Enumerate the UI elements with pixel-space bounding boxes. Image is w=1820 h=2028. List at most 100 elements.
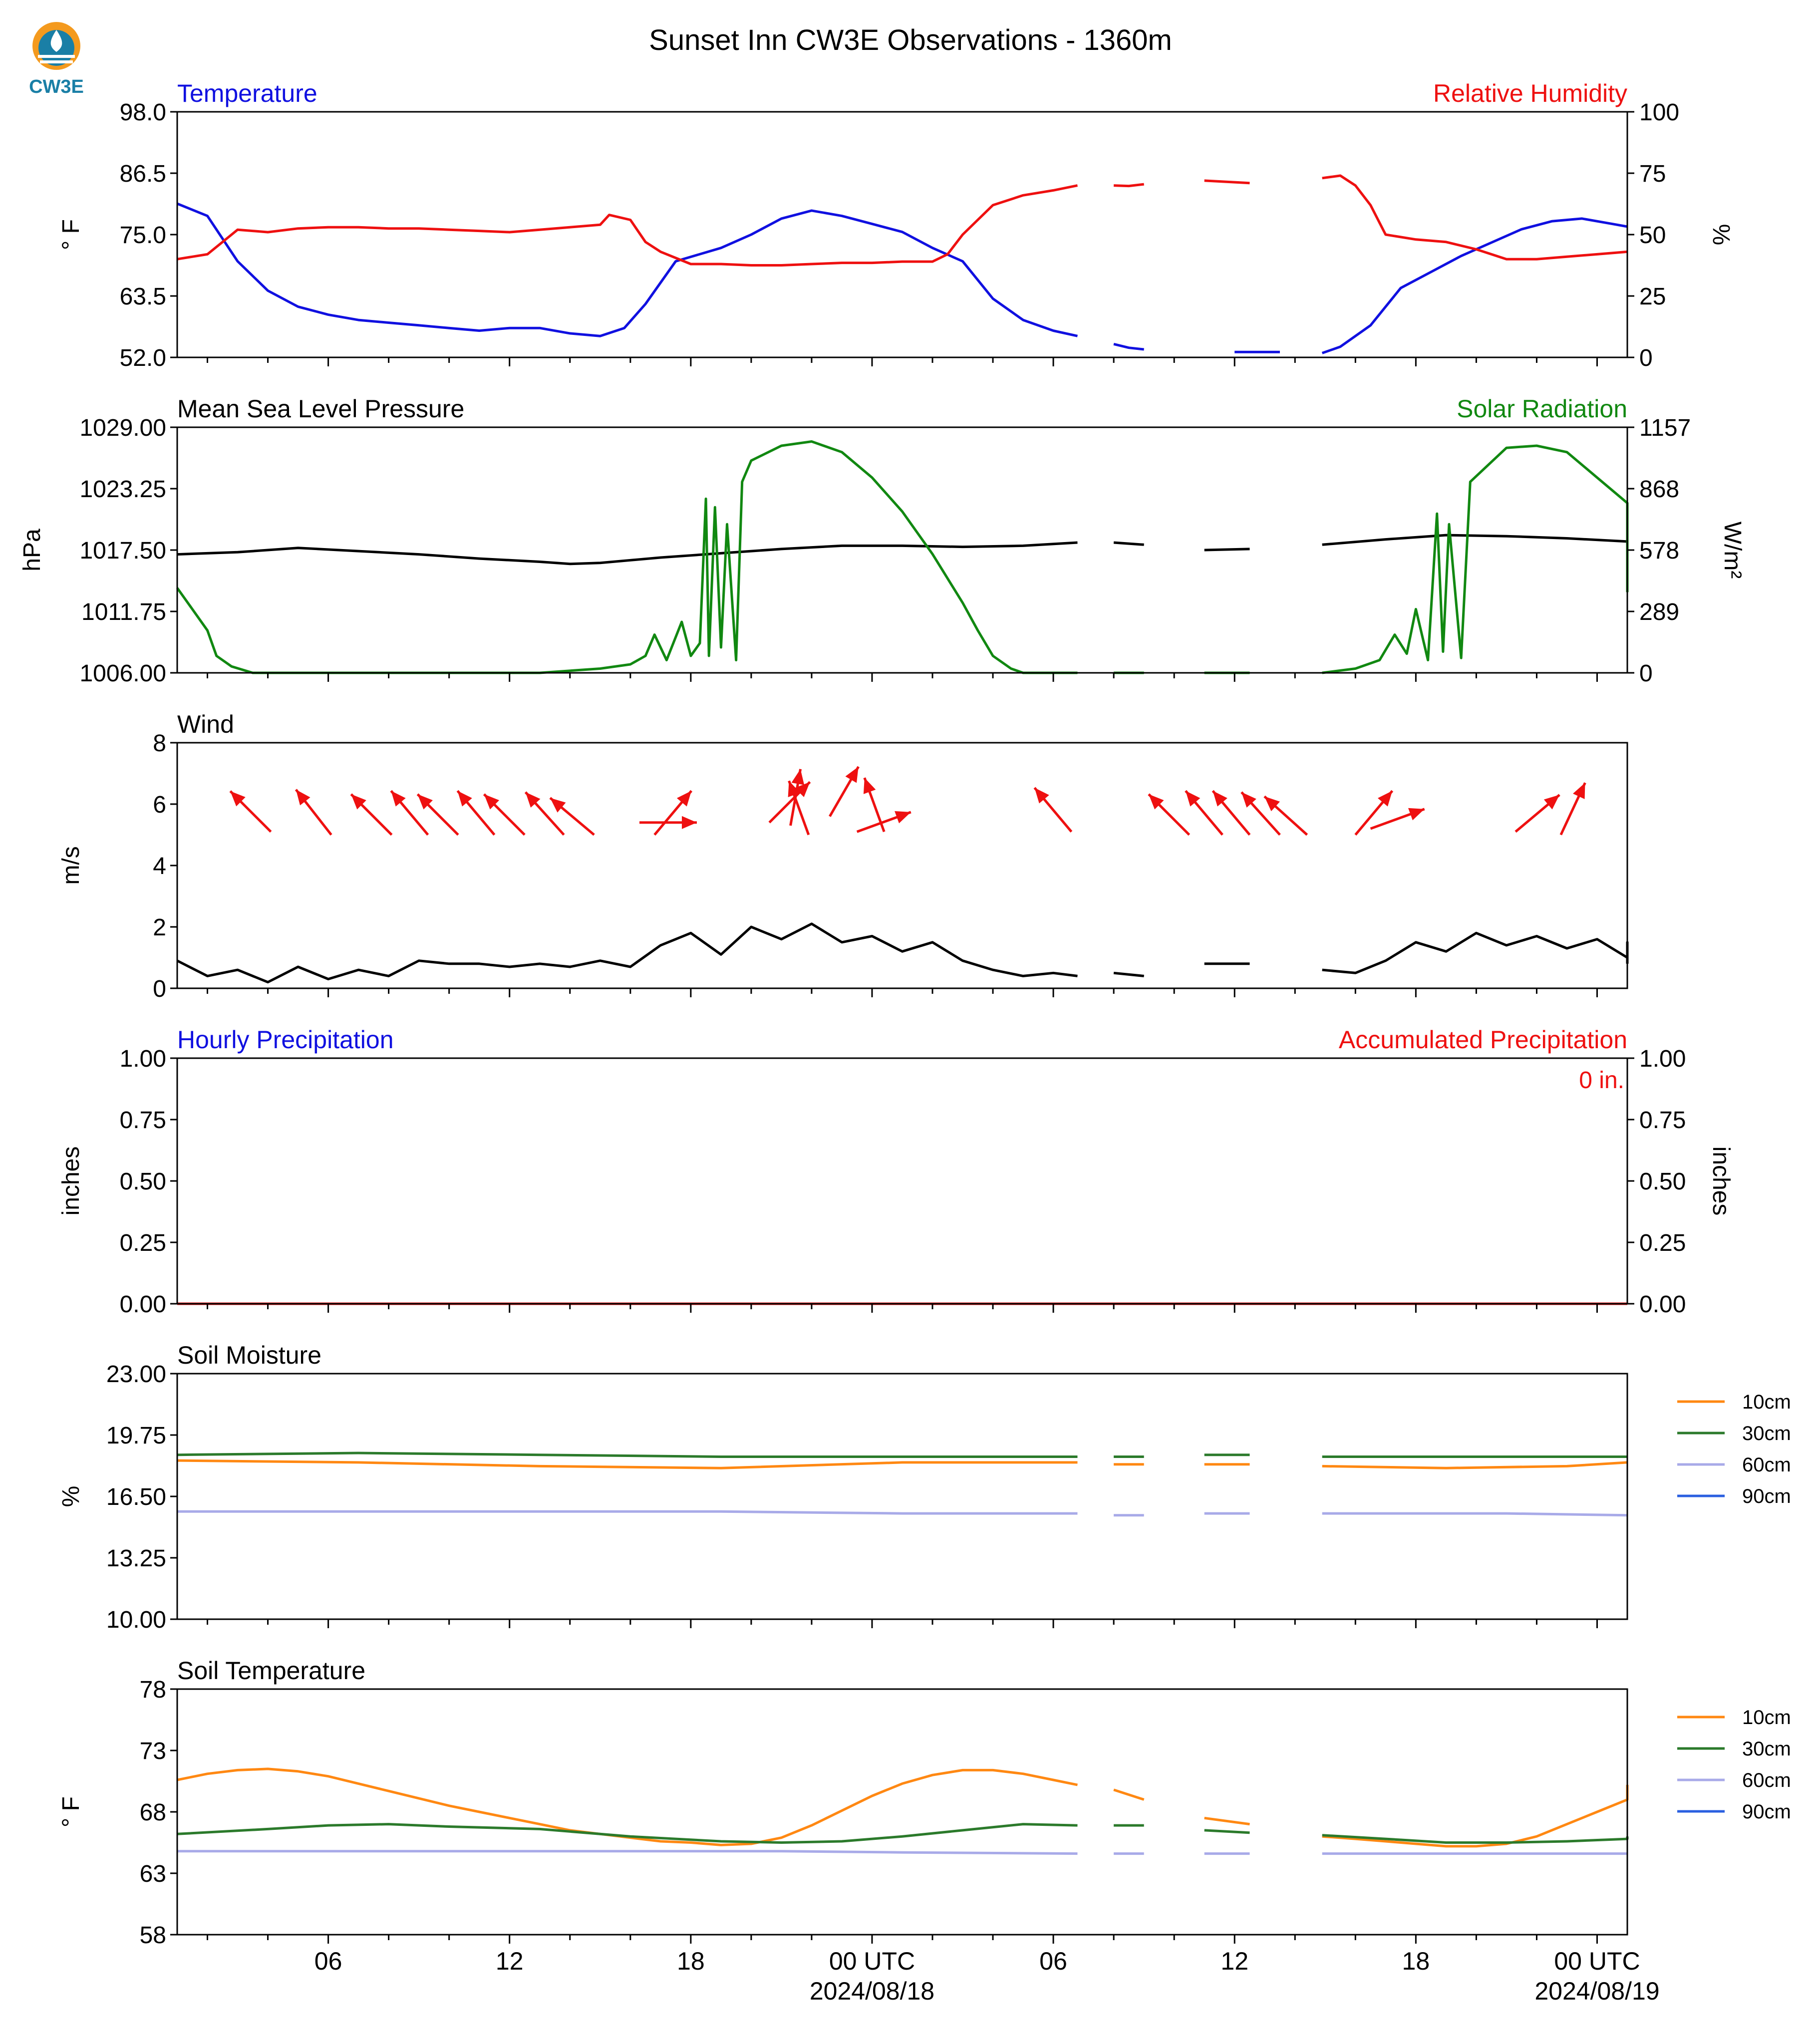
- series-wind-0-seg3: [1322, 931, 1629, 974]
- wind-arrow: [863, 777, 886, 833]
- series-temp_rh-1-seg1: [1114, 183, 1144, 188]
- y-tick-label: 0: [153, 976, 166, 1002]
- x-tick-label: 12: [1220, 1947, 1248, 1975]
- y-tick-label-right: 289: [1639, 599, 1679, 625]
- series-temp_rh-0: [177, 202, 1078, 337]
- wind-arrow: [1185, 790, 1223, 836]
- legend-entry: 10cm: [1742, 1707, 1791, 1729]
- panel-title-right: Relative Humidity: [1433, 79, 1627, 107]
- y-tick-label: 13.25: [106, 1545, 166, 1572]
- panel-title-left: Hourly Precipitation: [177, 1026, 394, 1054]
- y-tick-label-right: 0: [1639, 660, 1653, 687]
- panel-title-right: Solar Radiation: [1457, 395, 1627, 423]
- cw3e-logo-text: CW3E: [29, 76, 84, 97]
- y-tick-label: 1006.00: [79, 660, 166, 687]
- y-tick-label: 0.50: [120, 1168, 166, 1195]
- wind-arrow: [1515, 794, 1560, 833]
- series-temp_rh-0-seg3: [1321, 217, 1628, 354]
- legend-entry: 90cm: [1742, 1801, 1791, 1823]
- y-axis-label: %: [58, 1486, 84, 1507]
- series-soil_temp-0-seg2: [1204, 1816, 1250, 1826]
- x-tick-label: 06: [1039, 1947, 1067, 1975]
- wind-arrow: [1559, 782, 1586, 836]
- series-pressure_solar-1: [176, 440, 1078, 674]
- wind-arrow: [788, 780, 810, 836]
- x-tick-date-label: 2024/08/18: [810, 1977, 934, 2005]
- wind-arrow: [1240, 791, 1281, 836]
- panel-frame: [176, 1057, 1628, 1305]
- wind-arrow: [1263, 795, 1308, 836]
- cw3e-logo: CW3E: [29, 22, 84, 97]
- y-tick-label: 68: [140, 1799, 166, 1826]
- series-soil_temp-0-seg1: [1113, 1788, 1145, 1801]
- y-tick-label: 16.50: [106, 1484, 166, 1510]
- legend-entry: 30cm: [1742, 1738, 1791, 1760]
- series-pressure_solar-0-seg2: [1204, 548, 1250, 552]
- panels: Temperature Relative Humidity 52.0 63.5 75.0…: [19, 79, 1791, 2005]
- series-temp_rh-1: [177, 184, 1078, 267]
- series-temp_rh-0-seg1: [1113, 342, 1144, 351]
- wind-arrow: [1033, 787, 1073, 833]
- wind-arrow: [456, 790, 496, 836]
- panel-wind: Wind 0 2 4 6 8 m/s: [58, 710, 1629, 1002]
- x-tick-label: 18: [1402, 1947, 1430, 1975]
- wind-arrow: [856, 811, 911, 833]
- y-axis-label: m/s: [58, 846, 84, 884]
- y-tick-label-right: 1157: [1639, 415, 1691, 441]
- y-tick-label-right: 50: [1639, 222, 1666, 249]
- series-soil_temp-1-seg3: [1322, 1834, 1629, 1844]
- legend-entry: 60cm: [1742, 1454, 1791, 1476]
- y-tick-label-right: 578: [1639, 538, 1679, 564]
- y-tick-label: 0.00: [120, 1291, 166, 1318]
- wind-arrow: [549, 797, 595, 836]
- panel-title-left: Soil Moisture: [177, 1341, 321, 1369]
- panel-title-left: Temperature: [177, 79, 317, 107]
- wind-arrow: [768, 781, 811, 824]
- y-tick-label-right: 0.25: [1639, 1230, 1686, 1256]
- series-soil_temp-1: [177, 1823, 1078, 1844]
- wind-arrow: [524, 791, 565, 836]
- series-temp_rh-1-seg2: [1204, 179, 1250, 185]
- y-tick-label-right: 0.50: [1639, 1168, 1686, 1195]
- y-tick-label-right: 25: [1639, 284, 1666, 310]
- series-temp_rh-1-seg3: [1322, 174, 1628, 261]
- panel-temp_rh: Temperature Relative Humidity 52.0 63.5 75.0…: [58, 79, 1734, 371]
- y-axis-label: ° F: [58, 1796, 84, 1827]
- y-tick-label: 63: [140, 1861, 166, 1887]
- y-tick-label: 1011.75: [81, 599, 166, 625]
- y-axis-label-right: inches: [1708, 1147, 1734, 1216]
- series-pressure_solar-0-seg3: [1322, 534, 1628, 546]
- wind-arrow: [1354, 790, 1394, 836]
- panel-soil_moisture: Soil Moisture 10.00 13.25 16.50 19.75 23.00% 1…: [58, 1341, 1791, 1633]
- legend-entry: 60cm: [1742, 1769, 1791, 1791]
- panel-frame: [176, 1688, 1628, 1936]
- wind-arrow: [639, 816, 697, 829]
- y-tick-label: 0.25: [120, 1230, 166, 1256]
- legend: 10cm 30cm 60cm 90cm: [1677, 1391, 1791, 1507]
- y-tick-label: 19.75: [106, 1423, 166, 1449]
- legend-entry: 10cm: [1742, 1391, 1791, 1413]
- x-tick-label: 12: [496, 1947, 524, 1975]
- wind-arrow: [229, 790, 272, 833]
- panel-frame: [176, 1373, 1628, 1620]
- y-tick-label: 23.00: [106, 1361, 166, 1388]
- y-tick-label: 6: [153, 792, 166, 818]
- y-tick-label-right: 1.00: [1639, 1046, 1686, 1072]
- y-axis-label-right: %: [1708, 224, 1734, 246]
- y-tick-label-right: 75: [1639, 161, 1666, 187]
- series-soil_moisture-0-seg3: [1322, 1461, 1628, 1469]
- wind-arrow: [483, 793, 526, 836]
- wind-arrow: [829, 766, 860, 817]
- y-tick-label: 1023.25: [79, 476, 166, 503]
- legend: 10cm 30cm 60cm 90cm: [1677, 1707, 1791, 1823]
- series-wind-0: [176, 922, 1078, 984]
- series-soil_temp-2: [177, 1850, 1078, 1855]
- legend-entry: 90cm: [1742, 1485, 1791, 1507]
- wind-arrow: [416, 793, 459, 836]
- panel-frame: [176, 111, 1628, 358]
- y-tick-label: 1029.00: [79, 415, 166, 441]
- y-tick-label-right: 0.00: [1639, 1291, 1686, 1318]
- x-tick-label: 18: [677, 1947, 705, 1975]
- y-tick-label: 0.75: [120, 1107, 166, 1134]
